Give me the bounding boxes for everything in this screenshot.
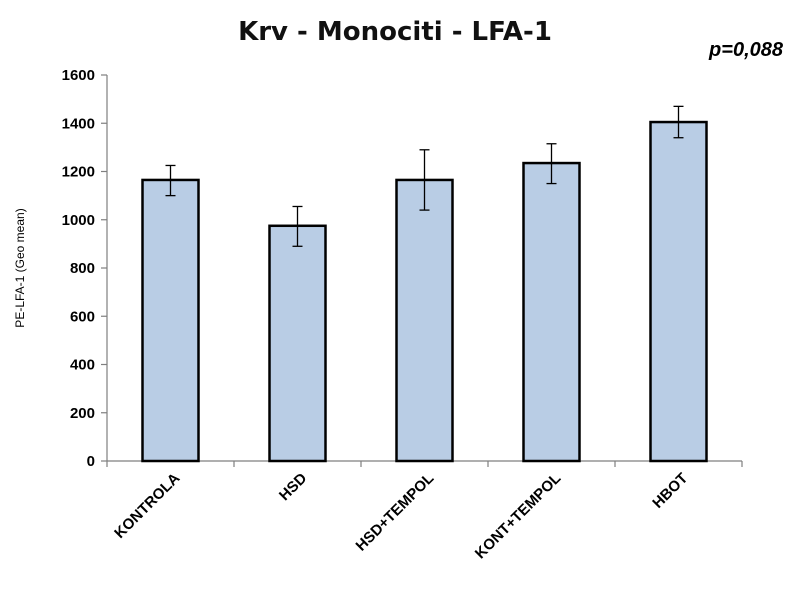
y-tick-label: 1200: [62, 164, 95, 181]
error-bars: [165, 105, 684, 247]
y-tick-label: 0: [87, 453, 95, 470]
y-tick-label: 1000: [62, 212, 95, 229]
category-label: HSD: [276, 470, 311, 505]
bar-kont-tempol: [522, 161, 581, 463]
p-value-annotation: p=0,088: [708, 39, 784, 61]
bar-hbot: [649, 120, 708, 463]
category-labels: KONTROLA HSD HSD+TEMPOL KONT+TEMPOL HBOT: [111, 470, 691, 563]
y-axis-label: PE-LFA-1 (Geo mean): [13, 208, 27, 327]
bar-hsd: [268, 224, 327, 463]
y-tick-label: 600: [70, 308, 95, 325]
category-label: KONT+TEMPOL: [472, 470, 564, 562]
bar-hsd-tempol: [395, 178, 454, 463]
bar-kontrola: [141, 178, 200, 463]
y-tick-label: 800: [70, 260, 95, 277]
y-tick-label: 200: [70, 405, 95, 422]
y-tick-label: 400: [70, 357, 95, 374]
category-label: HSD+TEMPOL: [353, 470, 438, 555]
y-tick-label: 1400: [62, 115, 95, 132]
y-axis: 0 200 400 600 800 1000 1200 1400 1600: [62, 67, 108, 470]
chart-title: Krv - Monociti - LFA-1: [238, 17, 552, 47]
category-label: KONTROLA: [111, 470, 183, 542]
bars: [141, 120, 708, 463]
category-label: HBOT: [649, 470, 691, 512]
y-tick-label: 1600: [62, 67, 95, 84]
